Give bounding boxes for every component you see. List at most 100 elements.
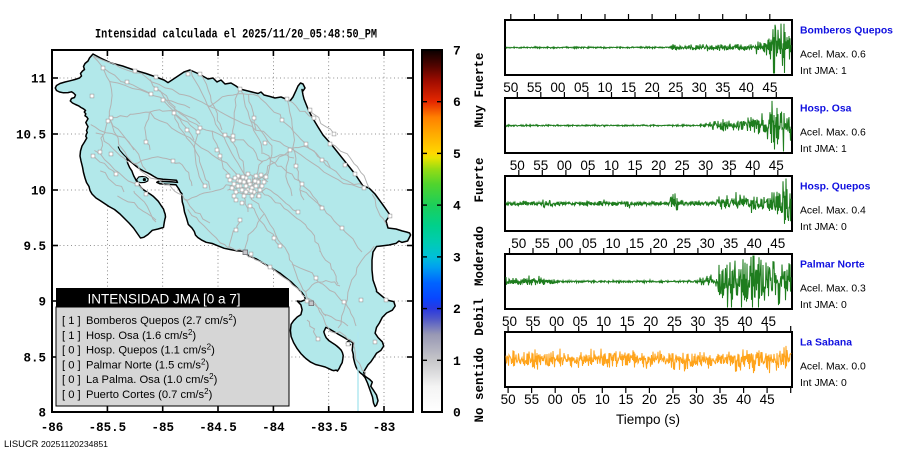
svg-text:45: 45 — [761, 314, 776, 329]
svg-text:[ 0 ]: [ 0 ] — [62, 345, 81, 357]
svg-text:Acel. Max. 0.6: Acel. Max. 0.6 — [800, 128, 866, 139]
svg-text:Palmar Norte (1.5 cm/s2): Palmar Norte (1.5 cm/s2) — [86, 357, 209, 371]
svg-text:-83: -83 — [373, 421, 396, 435]
svg-text:45: 45 — [769, 158, 784, 173]
svg-text:30: 30 — [692, 80, 707, 95]
svg-text:Acel. Max. 0.6: Acel. Max. 0.6 — [800, 50, 866, 61]
svg-text:9: 9 — [38, 296, 46, 310]
svg-text:55: 55 — [524, 392, 539, 407]
svg-text:10.5: 10.5 — [16, 129, 46, 143]
svg-text:30: 30 — [700, 236, 715, 251]
svg-text:00: 00 — [558, 236, 573, 251]
svg-text:55: 55 — [527, 80, 542, 95]
svg-text:Acel. Max. 0.3: Acel. Max. 0.3 — [800, 284, 866, 295]
svg-text:Palmar Norte: Palmar Norte — [800, 260, 865, 271]
svg-text:20: 20 — [651, 158, 666, 173]
svg-text:-83.5: -83.5 — [310, 421, 348, 435]
svg-text:15: 15 — [621, 80, 636, 95]
svg-text:15: 15 — [627, 158, 642, 173]
svg-text:40: 40 — [739, 80, 754, 95]
svg-text:Int JMA: 0: Int JMA: 0 — [800, 222, 847, 233]
svg-text:Hosp. Osa: Hosp. Osa — [800, 104, 852, 115]
svg-text:[ 0 ]: [ 0 ] — [62, 359, 81, 371]
svg-text:25: 25 — [665, 392, 680, 407]
svg-text:05: 05 — [573, 314, 588, 329]
svg-text:2: 2 — [453, 302, 461, 317]
svg-text:20: 20 — [643, 314, 658, 329]
svg-text:05: 05 — [574, 80, 589, 95]
svg-text:10: 10 — [597, 80, 612, 95]
svg-text:INTENSIDAD JMA [0 a 7]: INTENSIDAD JMA [0 a 7] — [87, 292, 240, 307]
svg-text:45: 45 — [762, 80, 777, 95]
svg-text:Puerto Cortes (0.7 cm/s2): Puerto Cortes (0.7 cm/s2) — [86, 387, 213, 401]
svg-text:15: 15 — [620, 314, 635, 329]
svg-text:10: 10 — [596, 314, 611, 329]
svg-text:10: 10 — [595, 392, 610, 407]
svg-text:Hosp. Osa (1.6 cm/s2): Hosp. Osa (1.6 cm/s2) — [86, 328, 196, 342]
svg-text:00: 00 — [548, 392, 563, 407]
svg-text:25: 25 — [667, 314, 682, 329]
svg-text:50: 50 — [501, 392, 516, 407]
svg-text:3: 3 — [453, 250, 461, 265]
svg-text:Intensidad calculada el 2025/1: Intensidad calculada el 2025/11/20_05:48… — [95, 27, 377, 42]
svg-text:00: 00 — [557, 158, 572, 173]
svg-text:35: 35 — [715, 80, 730, 95]
svg-text:Int JMA: 0: Int JMA: 0 — [800, 300, 847, 311]
svg-text:9.5: 9.5 — [23, 240, 46, 254]
svg-text:6: 6 — [453, 95, 461, 110]
svg-text:-86: -86 — [41, 421, 64, 435]
svg-text:35: 35 — [723, 236, 738, 251]
svg-text:05: 05 — [571, 392, 586, 407]
svg-text:10: 10 — [31, 185, 46, 199]
svg-text:05: 05 — [582, 236, 597, 251]
svg-text:50: 50 — [511, 236, 526, 251]
svg-text:-84.5: -84.5 — [199, 421, 237, 435]
svg-text:25: 25 — [668, 80, 683, 95]
svg-text:LISUCR 20251120234851: LISUCR 20251120234851 — [4, 438, 108, 449]
svg-text:45: 45 — [770, 236, 785, 251]
svg-text:11: 11 — [31, 73, 46, 87]
svg-text:1: 1 — [453, 354, 461, 369]
svg-text:Muy Fuerte: Muy Fuerte — [473, 52, 487, 127]
svg-text:15: 15 — [629, 236, 644, 251]
svg-text:Hosp. Quepos: Hosp. Quepos — [800, 182, 871, 193]
svg-text:[ 1 ]: [ 1 ] — [62, 315, 81, 327]
svg-text:40: 40 — [745, 158, 760, 173]
svg-text:No sentido: No sentido — [473, 347, 487, 422]
svg-text:55: 55 — [533, 158, 548, 173]
svg-text:Bomberos Quepos: Bomberos Quepos — [800, 26, 893, 37]
svg-text:La Palma. Osa (1.0 cm/s2): La Palma. Osa (1.0 cm/s2) — [86, 372, 218, 386]
svg-text:50: 50 — [503, 80, 518, 95]
svg-text:30: 30 — [690, 314, 705, 329]
svg-text:Debil: Debil — [473, 298, 487, 336]
svg-text:5: 5 — [453, 147, 461, 162]
svg-text:Acel. Max. 0.0: Acel. Max. 0.0 — [800, 362, 866, 373]
svg-text:40: 40 — [747, 236, 762, 251]
svg-text:35: 35 — [713, 392, 728, 407]
svg-text:40: 40 — [736, 392, 751, 407]
svg-text:La Sabana: La Sabana — [800, 338, 852, 349]
svg-text:4: 4 — [453, 199, 461, 214]
svg-text:-85: -85 — [151, 421, 174, 435]
svg-text:8: 8 — [38, 407, 46, 421]
svg-text:[ 1 ]: [ 1 ] — [62, 330, 81, 342]
svg-text:20: 20 — [642, 392, 657, 407]
svg-text:35: 35 — [714, 314, 729, 329]
svg-text:35: 35 — [722, 158, 737, 173]
svg-text:-85.5: -85.5 — [89, 421, 127, 435]
svg-text:Moderado: Moderado — [473, 226, 487, 286]
svg-text:10: 10 — [604, 158, 619, 173]
svg-text:20: 20 — [653, 236, 668, 251]
svg-text:8.5: 8.5 — [23, 352, 46, 366]
svg-text:40: 40 — [737, 314, 752, 329]
svg-text:45: 45 — [760, 392, 775, 407]
svg-text:Int JMA: 1: Int JMA: 1 — [800, 66, 847, 77]
svg-text:Hosp. Quepos (1.1 cm/s2): Hosp. Quepos (1.1 cm/s2) — [86, 343, 215, 357]
svg-text:Acel. Max. 0.4: Acel. Max. 0.4 — [800, 206, 866, 217]
svg-text:55: 55 — [535, 236, 550, 251]
svg-text:00: 00 — [549, 314, 564, 329]
svg-text:Int JMA: 0: Int JMA: 0 — [800, 378, 847, 389]
svg-text:Fuerte: Fuerte — [473, 157, 487, 202]
svg-text:[ 0 ]: [ 0 ] — [62, 389, 81, 401]
svg-text:00: 00 — [550, 80, 565, 95]
